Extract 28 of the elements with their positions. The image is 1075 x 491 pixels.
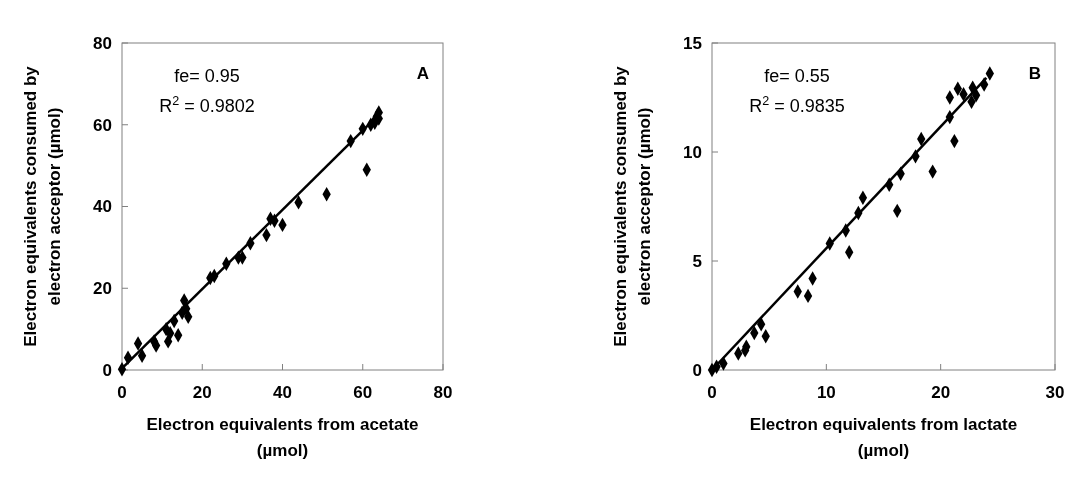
y-tick-label: 15 [683, 33, 702, 53]
y-tick-label: 10 [683, 142, 702, 162]
y-tick-label: 80 [93, 33, 112, 53]
y-axis-title: Electron equivalents consumed by electron acceptor (µmol) [21, 65, 64, 347]
annotation: R$^{2}$ = 0.9802 [159, 94, 255, 116]
y-tick-label: 60 [93, 115, 112, 135]
y-tick-label: 40 [93, 197, 112, 217]
x-tick-label: 10 [816, 383, 836, 402]
x-tick-label: 30 [1045, 383, 1065, 402]
x-tick-label: 0 [117, 383, 127, 402]
x-tick-label: 40 [273, 383, 292, 402]
y-axis-title: Electron equivalents consumed by electron acceptor (µmol) [611, 65, 654, 347]
x-tick-label: 80 [433, 383, 453, 402]
x-tick-label: 20 [192, 383, 212, 402]
x-tick-label: 0 [707, 383, 717, 402]
annotation: fe= 0.55 [764, 66, 830, 86]
x-tick-label: 60 [353, 383, 373, 402]
y-tick-label: 0 [102, 360, 112, 380]
y-tick-label: 20 [93, 279, 112, 299]
x-axis-title: Electron equivalents from lactate (µmol) [749, 415, 1018, 460]
y-tick-label: 5 [692, 251, 702, 271]
annotation: fe= 0.95 [174, 66, 240, 86]
annotation: R$^{2}$ = 0.9835 [749, 94, 845, 116]
annotation: B [1028, 64, 1041, 83]
x-axis-title: Electron equivalents from acetate (µmol) [146, 415, 419, 460]
annotation: A [416, 64, 429, 83]
y-tick-label: 0 [692, 360, 702, 380]
x-tick-label: 20 [931, 383, 951, 402]
